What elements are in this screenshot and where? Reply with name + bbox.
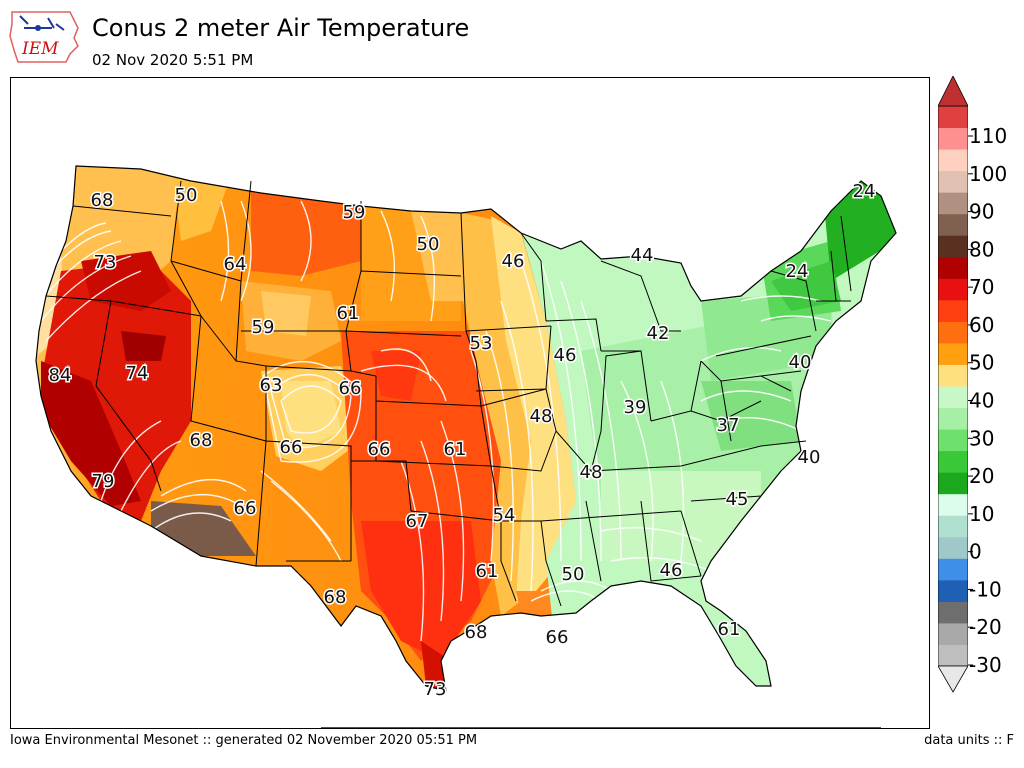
colorbar-cell (938, 170, 968, 193)
temp-label: 48 (530, 406, 553, 427)
colorbar-cell (938, 127, 968, 150)
temp-label: 50 (417, 234, 440, 255)
colorbar-cell (938, 342, 968, 365)
temp-label: 66 (339, 378, 362, 399)
temp-label: 66 (368, 439, 391, 460)
colorbar-tick-label: 0 (969, 540, 982, 564)
temp-label: 74 (126, 363, 149, 384)
temp-label: 68 (190, 430, 213, 451)
colorbar-cell (938, 536, 968, 559)
colorbar-min-arrow (938, 665, 968, 693)
colorbar-tick-label: 60 (969, 313, 994, 337)
colorbar-cell (938, 299, 968, 322)
map-frame: 68 50 73 64 59 50 46 44 24 24 59 61 84 7… (10, 77, 930, 729)
colorbar-tick-label: 70 (969, 275, 994, 299)
colorbar-tick-label: 20 (969, 464, 994, 488)
map-timestamp: 02 Nov 2020 5:51 PM (92, 51, 254, 69)
temp-label: 66 (280, 437, 303, 458)
colorbar-cell (938, 106, 968, 129)
colorbar-cell (938, 644, 968, 667)
temp-label: 42 (647, 323, 670, 344)
temp-label: 61 (444, 439, 467, 460)
colorbar-cell (938, 256, 968, 279)
colorbar (938, 76, 968, 693)
temp-label: 68 (465, 622, 488, 643)
colorbar-max-arrow (938, 76, 968, 107)
colorbar-cell (938, 213, 968, 236)
colorbar-cell (938, 235, 968, 258)
map-title: Conus 2 meter Air Temperature (92, 14, 470, 42)
temp-label: 79 (92, 471, 115, 492)
temp-label: 67 (406, 511, 429, 532)
temp-label: 46 (660, 560, 683, 581)
colorbar-tick-label: 10 (969, 502, 994, 526)
colorbar-cell (938, 407, 968, 430)
temp-label: 46 (554, 345, 577, 366)
iem-logo: IEM (8, 6, 84, 64)
colorbar-cell (938, 429, 968, 452)
colorbar-cell (938, 579, 968, 602)
colorbar-cell (938, 622, 968, 645)
colorbar-cell (938, 515, 968, 538)
temp-label: 40 (789, 352, 812, 373)
temp-label: 63 (260, 375, 283, 396)
temp-label: 68 (324, 587, 347, 608)
temp-label: 66 (234, 498, 257, 519)
temp-label: 73 (94, 252, 117, 273)
colorbar-tick-label: -30 (969, 653, 1002, 677)
footer-credit: Iowa Environmental Mesonet :: generated … (10, 733, 478, 748)
temp-label: 59 (252, 317, 275, 338)
footer-units: data units :: F (924, 733, 1014, 748)
temp-label: 50 (562, 564, 585, 585)
temp-label: 48 (580, 462, 603, 483)
temp-label: 64 (224, 254, 247, 275)
temp-label: 73 (424, 679, 447, 700)
temp-label: 37 (717, 415, 740, 436)
colorbar-cell (938, 386, 968, 409)
temp-label: 46 (502, 251, 525, 272)
colorbar-tick-label: 80 (969, 237, 994, 261)
temp-label: 39 (624, 397, 647, 418)
svg-text:IEM: IEM (21, 39, 59, 59)
temp-label: 68 (91, 190, 114, 211)
temp-label: 66 (546, 627, 569, 648)
colorbar-cell (938, 364, 968, 387)
temp-label: 61 (476, 561, 499, 582)
temp-label: 61 (718, 619, 741, 640)
temperature-labels: 68 50 73 64 59 50 46 44 24 24 59 61 84 7… (47, 180, 877, 702)
colorbar-cell (938, 192, 968, 215)
temp-label: 61 (337, 303, 360, 324)
colorbar-tick-label: 110 (969, 124, 1007, 148)
map-canvas: 68 50 73 64 59 50 46 44 24 24 59 61 84 7… (35, 165, 897, 728)
temp-label: 54 (493, 505, 516, 526)
temp-label: 45 (726, 489, 749, 510)
colorbar-cell (938, 278, 968, 301)
temp-label: 44 (631, 245, 654, 266)
colorbar-cell (938, 493, 968, 516)
colorbar-cell (938, 558, 968, 581)
colorbar-tick-label: 100 (969, 162, 1007, 186)
colorbar-tick-label: -10 (969, 577, 1002, 601)
temp-label: 59 (343, 202, 366, 223)
colorbar-tick-label: 40 (969, 389, 994, 413)
temp-label: 40 (798, 447, 821, 468)
temp-label: 24 (853, 181, 876, 202)
colorbar-cell (938, 601, 968, 624)
colorbar-tick-label: 90 (969, 200, 994, 224)
temp-label: 84 (49, 365, 72, 386)
colorbar-cell (938, 321, 968, 344)
temp-label: 53 (470, 333, 493, 354)
temp-label: 24 (786, 261, 809, 282)
colorbar-tick-label: -20 (969, 615, 1002, 639)
colorbar-cell (938, 450, 968, 473)
temp-label: 50 (175, 185, 198, 206)
colorbar-tick-label: 30 (969, 426, 994, 450)
colorbar-tick-label: 50 (969, 351, 994, 375)
colorbar-cell (938, 472, 968, 495)
colorbar-cell (938, 149, 968, 172)
